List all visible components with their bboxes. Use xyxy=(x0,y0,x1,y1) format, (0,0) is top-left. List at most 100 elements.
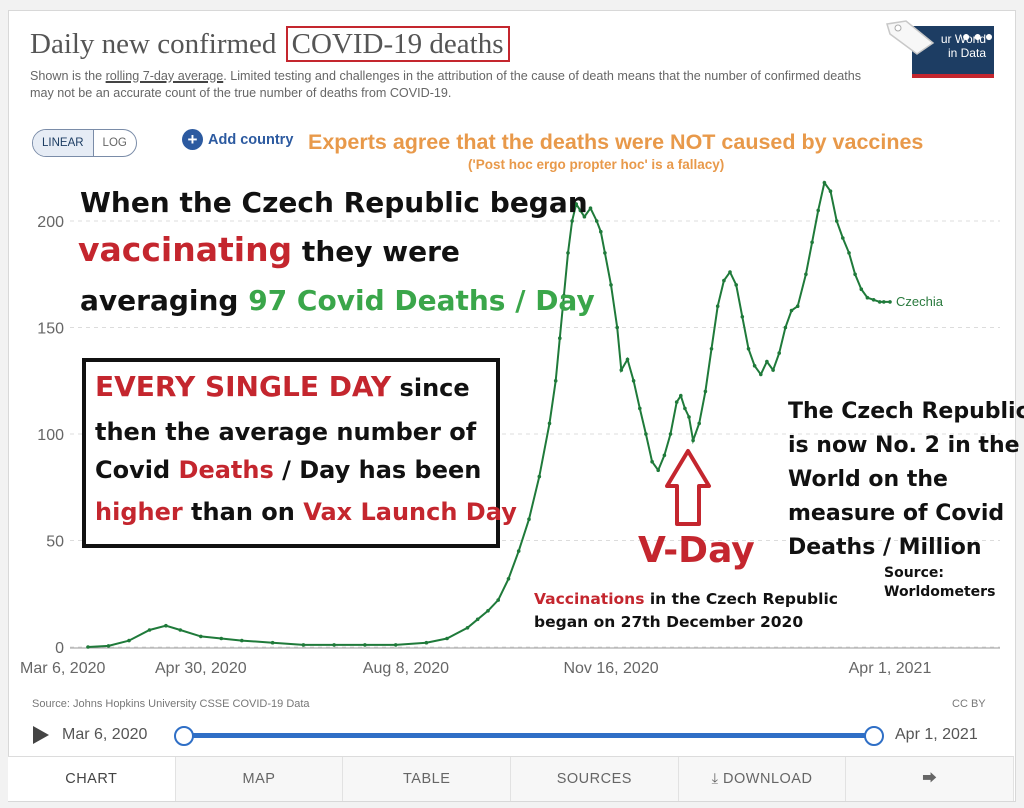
data-point xyxy=(697,421,701,426)
rank-line5: Deaths / Million xyxy=(788,535,982,560)
chart-title: Daily new confirmed COVID-19 deaths xyxy=(30,26,510,62)
data-point xyxy=(127,638,131,643)
data-point xyxy=(734,283,738,287)
data-point xyxy=(516,549,521,553)
vaccinations-annotation: Vaccinations in the Czech Republic began… xyxy=(534,588,838,634)
worldometers-source: Source: Worldometers xyxy=(884,564,995,602)
data-point xyxy=(547,421,552,426)
data-point xyxy=(625,357,630,362)
data-point xyxy=(650,459,654,464)
averaging-word: averaging xyxy=(80,284,249,317)
data-point xyxy=(609,283,613,287)
x-tick-label-1: Apr 30, 2020 xyxy=(155,660,247,677)
data-point xyxy=(853,272,857,277)
data-point xyxy=(752,364,757,368)
box-line1-rest: since xyxy=(391,374,470,402)
timeline-start-handle[interactable] xyxy=(174,726,194,746)
data-point xyxy=(722,278,726,283)
data-point xyxy=(527,517,531,521)
y-tick-label-0: 0 xyxy=(55,640,64,657)
data-point xyxy=(841,236,845,240)
x-tick-label-3: Nov 16, 2020 xyxy=(563,660,658,677)
data-point xyxy=(777,351,781,355)
box-line2: then the average number of xyxy=(95,418,477,446)
data-point xyxy=(834,219,839,223)
data-point xyxy=(715,304,720,309)
tab-map[interactable]: MAP xyxy=(176,757,344,801)
czech-annotation-line2: vaccinating they were xyxy=(78,230,460,269)
tab-download[interactable]: ⤓ DOWNLOAD xyxy=(679,757,847,801)
play-icon[interactable] xyxy=(30,722,52,748)
data-point xyxy=(638,406,642,411)
more-dots-icon: ●●● xyxy=(962,28,997,44)
download-icon: ⤓ xyxy=(711,771,719,787)
data-point xyxy=(496,598,501,602)
box-covid: Covid xyxy=(95,456,179,484)
owid-logo[interactable]: ur World in Data xyxy=(912,26,994,78)
tab-sources[interactable]: SOURCES xyxy=(511,757,679,801)
data-point xyxy=(558,336,562,341)
add-country-label: Add country xyxy=(208,131,294,148)
experts-annotation: Experts agree that the deaths were NOT c… xyxy=(308,130,924,154)
vday-label: V-Day xyxy=(638,530,755,571)
data-point xyxy=(888,300,892,304)
linear-button[interactable]: LINEAR xyxy=(33,130,94,156)
data-point xyxy=(828,189,833,193)
x-tick-label-2: Aug 8, 2020 xyxy=(363,660,449,677)
data-point xyxy=(804,272,808,277)
rank-line1: The Czech Republic xyxy=(788,399,1024,424)
data-point xyxy=(219,636,224,641)
data-point xyxy=(599,229,603,234)
data-point xyxy=(562,293,566,298)
series-label-czechia: Czechia xyxy=(896,294,944,309)
data-point xyxy=(740,315,745,319)
data-point xyxy=(270,640,275,645)
scale-toggle[interactable]: LINEAR LOG xyxy=(32,129,137,157)
data-point xyxy=(816,208,820,213)
data-point xyxy=(363,643,367,647)
data-point xyxy=(582,214,587,219)
logo-line-1: ur World xyxy=(940,32,986,46)
box-line3: Covid Deaths / Day has been xyxy=(95,456,481,484)
tab-chart[interactable]: CHART xyxy=(8,757,176,801)
add-country-button[interactable]: + Add country xyxy=(182,129,293,150)
timeline-end-handle[interactable] xyxy=(864,726,884,746)
box-vax-launch-day: Vax Launch Day xyxy=(303,498,517,526)
czech-annotation-line1: When the Czech Republic began xyxy=(80,186,588,219)
data-point xyxy=(240,638,244,643)
tab-share[interactable]: ⮕ xyxy=(846,757,1015,801)
data-point xyxy=(847,251,851,255)
tab-table[interactable]: TABLE xyxy=(343,757,512,801)
log-button[interactable]: LOG xyxy=(102,137,127,149)
title-prefix: Daily new confirmed xyxy=(30,28,284,60)
data-point xyxy=(475,617,480,622)
rank-annotation: The Czech Republic is now No. 2 in the W… xyxy=(788,395,1024,565)
data-point xyxy=(506,577,511,581)
data-point xyxy=(662,453,667,458)
data-point xyxy=(859,287,864,292)
box-than-on: than on xyxy=(182,498,304,526)
data-point xyxy=(795,304,800,309)
data-point xyxy=(578,208,583,213)
y-tick-label-4: 200 xyxy=(37,214,64,231)
subtitle-pre: Shown is the xyxy=(30,69,106,83)
box-deaths: Deaths xyxy=(178,456,274,484)
every-single-day: EVERY SINGLE DAY xyxy=(95,370,392,403)
data-point xyxy=(164,623,168,628)
data-point xyxy=(199,634,203,639)
data-point xyxy=(656,468,660,473)
license-link[interactable]: CC BY xyxy=(952,698,986,710)
data-point xyxy=(631,379,636,383)
data-point xyxy=(783,325,788,330)
czech-line2-rest: they were xyxy=(292,235,460,268)
data-source[interactable]: Source: Johns Hopkins University CSSE CO… xyxy=(32,698,310,710)
up-arrow-icon xyxy=(665,449,711,526)
fallacy-annotation: ('Post hoc ergo propter hoc' is a fallac… xyxy=(468,157,725,172)
source-ann-line2: Worldometers xyxy=(884,584,996,600)
data-point xyxy=(594,219,599,223)
data-point xyxy=(619,368,624,372)
data-point xyxy=(728,270,732,274)
data-point xyxy=(588,206,593,210)
every-day-box xyxy=(82,358,500,548)
timeline-track[interactable] xyxy=(183,733,873,738)
